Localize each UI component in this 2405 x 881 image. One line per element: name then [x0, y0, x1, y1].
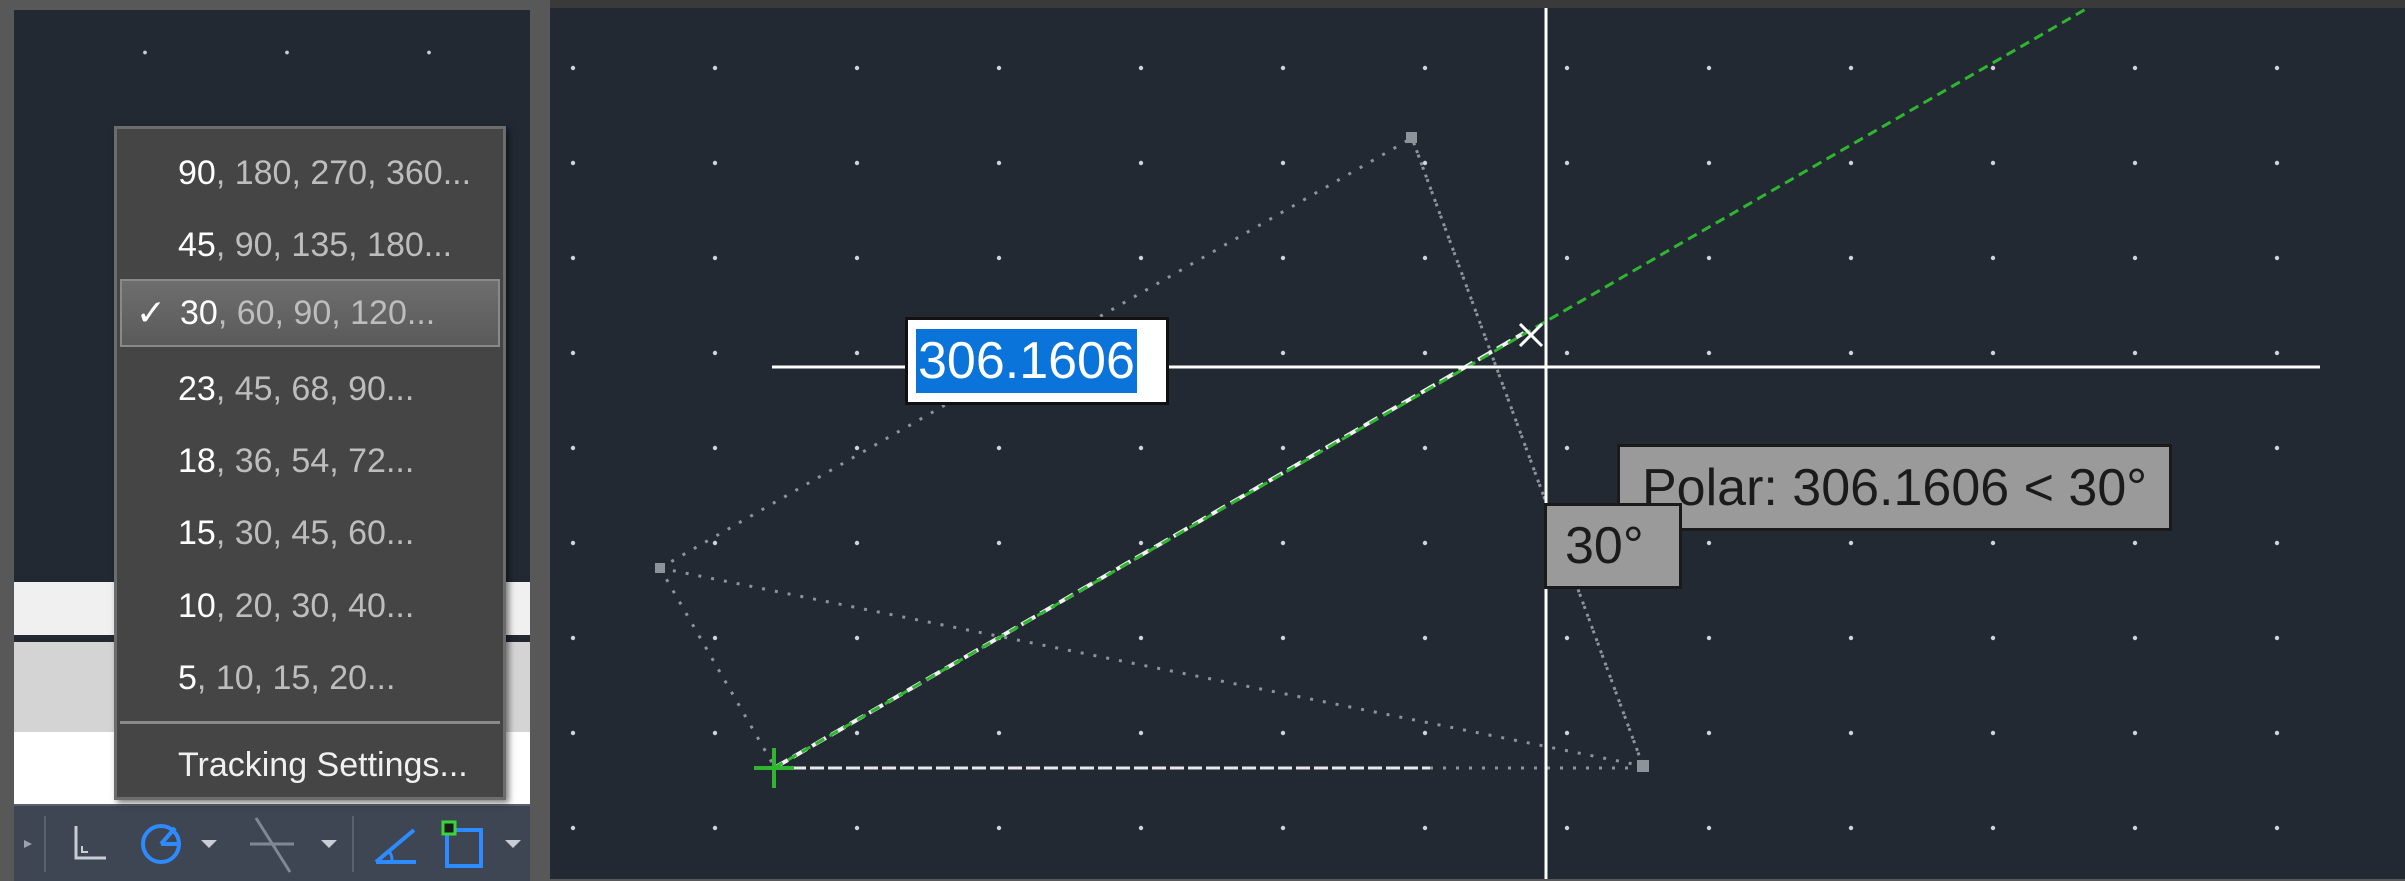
- grip-point[interactable]: [1637, 760, 1649, 772]
- panel-divider[interactable]: [530, 0, 550, 879]
- isodraft-icon[interactable]: [236, 806, 308, 881]
- drawing-canvas[interactable]: [550, 8, 2405, 879]
- dynamic-input-value[interactable]: 306.1606: [916, 329, 1137, 393]
- grip-point[interactable]: [1406, 132, 1417, 143]
- tracking-settings-label: Tracking Settings...: [178, 745, 468, 784]
- menu-item-lead: 23: [178, 369, 216, 408]
- angle-tooltip-text: 30°: [1565, 517, 1644, 575]
- status-bar-separator: [44, 816, 46, 872]
- menu-item-rest: , 60, 90, 120...: [217, 293, 436, 332]
- menu-item-lead: 15: [178, 513, 216, 552]
- canvas-top-edge: [550, 0, 2405, 8]
- menu-item-lead: 30: [180, 293, 218, 332]
- menu-item-angle-23[interactable]: 23 , 45, 68, 90...: [120, 355, 500, 423]
- menu-item-lead: 90: [178, 153, 216, 192]
- grip-point[interactable]: [655, 563, 665, 573]
- menu-item-rest: , 10, 15, 20...: [196, 658, 396, 697]
- check-icon: ✓: [135, 292, 167, 333]
- menu-item-rest: , 45, 68, 90...: [215, 369, 415, 408]
- dynamic-input-field[interactable]: 306.1606: [905, 317, 1169, 405]
- menu-item-rest: , 20, 30, 40...: [215, 586, 415, 625]
- tracking-point-marker: [1518, 322, 1544, 348]
- polar-tooltip-text: Polar: 306.1606 < 30°: [1642, 458, 2148, 517]
- polar-tracking-icon[interactable]: [130, 806, 192, 881]
- menu-item-rest: , 90, 135, 180...: [215, 225, 453, 264]
- menu-item-angle-18[interactable]: 18 , 36, 54, 72...: [120, 427, 500, 495]
- status-bar-separator: [352, 816, 354, 872]
- polar-tooltip: Polar: 306.1606 < 30°: [1617, 444, 2172, 531]
- menu-item-lead: 45: [178, 225, 216, 264]
- menu-item-angle-45[interactable]: 45 , 90, 135, 180...: [120, 211, 500, 279]
- menu-item-lead: 18: [178, 441, 216, 480]
- chevron-down-icon[interactable]: [14, 806, 42, 881]
- menu-item-lead: 5: [178, 658, 197, 697]
- menu-separator: [120, 721, 500, 724]
- chevron-down-icon[interactable]: [192, 806, 226, 881]
- menu-item-lead: 10: [178, 586, 216, 625]
- chevron-down-icon[interactable]: [312, 806, 346, 881]
- object-snap-tracking-icon[interactable]: [364, 806, 428, 881]
- status-bar: [14, 804, 530, 881]
- menu-item-angle-90[interactable]: 90 , 180, 270, 360...: [120, 139, 500, 207]
- menu-item-rest: , 30, 45, 60...: [215, 513, 415, 552]
- polar-tracking-vector: [773, 8, 2091, 770]
- drawing-svg: [550, 8, 2405, 879]
- menu-item-angle-5[interactable]: 5 , 10, 15, 20...: [120, 644, 500, 712]
- ortho-icon[interactable]: [58, 806, 118, 881]
- menu-item-angle-30[interactable]: ✓ 30 , 60, 90, 120...: [120, 279, 500, 347]
- object-snap-icon[interactable]: [434, 806, 496, 881]
- menu-item-angle-10[interactable]: 10 , 20, 30, 40...: [120, 572, 500, 640]
- angle-tooltip: 30°: [1544, 503, 1682, 589]
- menu-item-angle-15[interactable]: 15 , 30, 45, 60...: [120, 499, 500, 567]
- polar-angle-menu: 90 , 180, 270, 360... 45 , 90, 135, 180.…: [114, 126, 506, 800]
- menu-item-rest: , 36, 54, 72...: [215, 441, 415, 480]
- menu-item-rest: , 180, 270, 360...: [215, 153, 472, 192]
- tracking-settings-item[interactable]: Tracking Settings...: [120, 731, 500, 799]
- chevron-down-icon[interactable]: [498, 806, 528, 881]
